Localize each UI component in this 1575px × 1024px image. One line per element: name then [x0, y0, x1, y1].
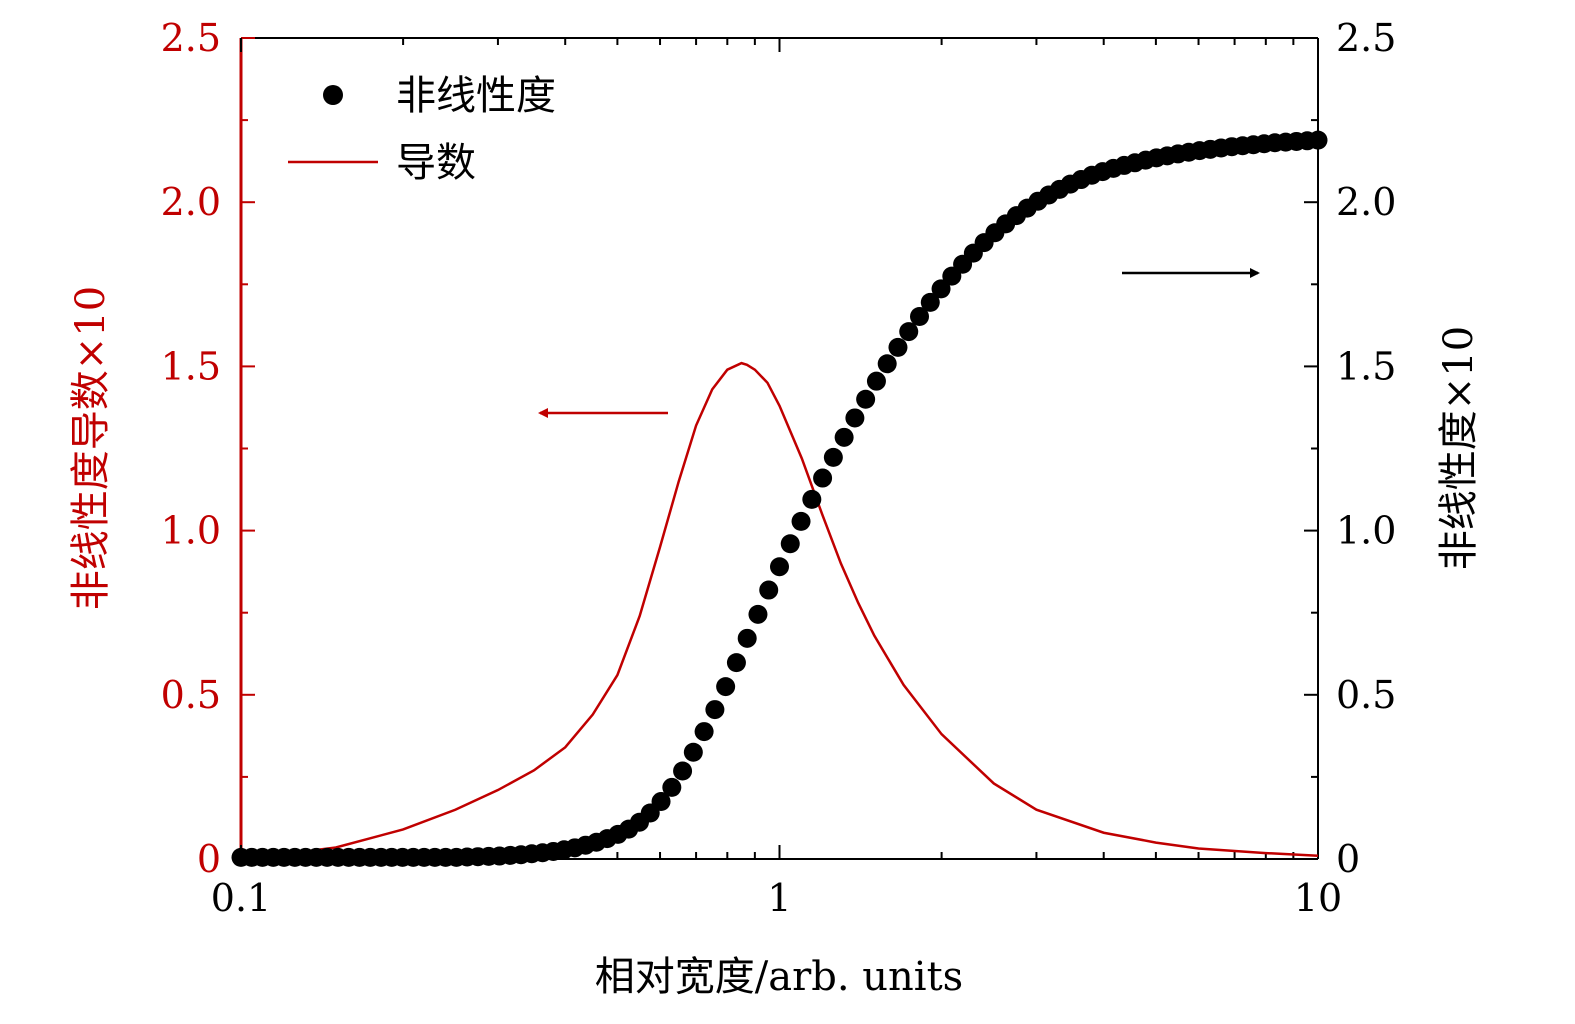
nonlinearity-point [759, 580, 779, 600]
x-tick-label: 10 [1294, 876, 1342, 920]
right-tick-label: 2.5 [1336, 16, 1396, 60]
nonlinearity-point [716, 677, 736, 697]
nonlinearity-point [705, 700, 725, 720]
left-axis-title: 非线性度导数×10 [68, 286, 114, 610]
nonlinearity-point [683, 742, 703, 762]
left-tick-label: 1.0 [161, 509, 221, 553]
nonlinearity-point [910, 306, 930, 326]
legend: 非线性度 导数 [288, 73, 556, 186]
nonlinearity-point [791, 511, 811, 531]
nonlinearity-point [1308, 130, 1328, 150]
axis-ticks: 0 0 0.5 0.5 1.0 1.0 1.5 1.5 2.0 2.0 2.5 2.5 0.1 1 10 [161, 16, 1397, 920]
nonlinearity-point [866, 371, 886, 391]
left-tick-label: 2.5 [161, 16, 221, 60]
nonlinearity-point [780, 534, 800, 554]
legend-label-derivative: 导数 [396, 140, 476, 186]
nonlinearity-point [845, 408, 865, 428]
nonlinearity-point [673, 761, 693, 781]
left-tick-label: 0 [197, 837, 221, 881]
nonlinearity-point [694, 722, 714, 742]
x-tick-label: 1 [767, 876, 791, 920]
series-derivative-line [240, 361, 1319, 859]
right-tick-label: 0.5 [1336, 673, 1396, 717]
nonlinearity-point [662, 777, 682, 797]
left-tick-label: 2.0 [161, 180, 221, 224]
left-tick-label: 0.5 [161, 673, 221, 717]
nonlinearity-point [748, 604, 768, 624]
nonlinearity-point [931, 279, 951, 299]
nonlinearity-point [920, 292, 940, 312]
right-tick-label: 0 [1336, 837, 1360, 881]
nonlinearity-point [877, 354, 897, 374]
nonlinearity-point [856, 389, 876, 409]
legend-marker-nonlinearity [323, 85, 343, 105]
nonlinearity-point [737, 628, 757, 648]
right-tick-label: 2.0 [1336, 180, 1396, 224]
nonlinearity-point [651, 792, 671, 812]
legend-label-nonlinearity: 非线性度 [396, 73, 556, 119]
right-tick-label: 1.5 [1336, 344, 1396, 388]
nonlinearity-point [726, 653, 746, 673]
nonlinearity-point [888, 337, 908, 357]
nonlinearity-point [802, 489, 822, 509]
right-axis-title: 非线性度×10 [1436, 326, 1482, 570]
nonlinearity-point [770, 557, 789, 577]
nonlinearity-point [813, 468, 833, 488]
right-tick-label: 1.0 [1336, 509, 1396, 553]
left-tick-label: 1.5 [161, 344, 221, 388]
nonlinearity-point [834, 427, 854, 447]
nonlinearity-point [823, 447, 843, 467]
nonlinearity-point [899, 322, 919, 342]
x-tick-label: 0.1 [211, 876, 271, 920]
series-nonlinearity-markers [231, 130, 1328, 867]
x-axis-title: 相对宽度/arb. units [595, 954, 963, 1000]
